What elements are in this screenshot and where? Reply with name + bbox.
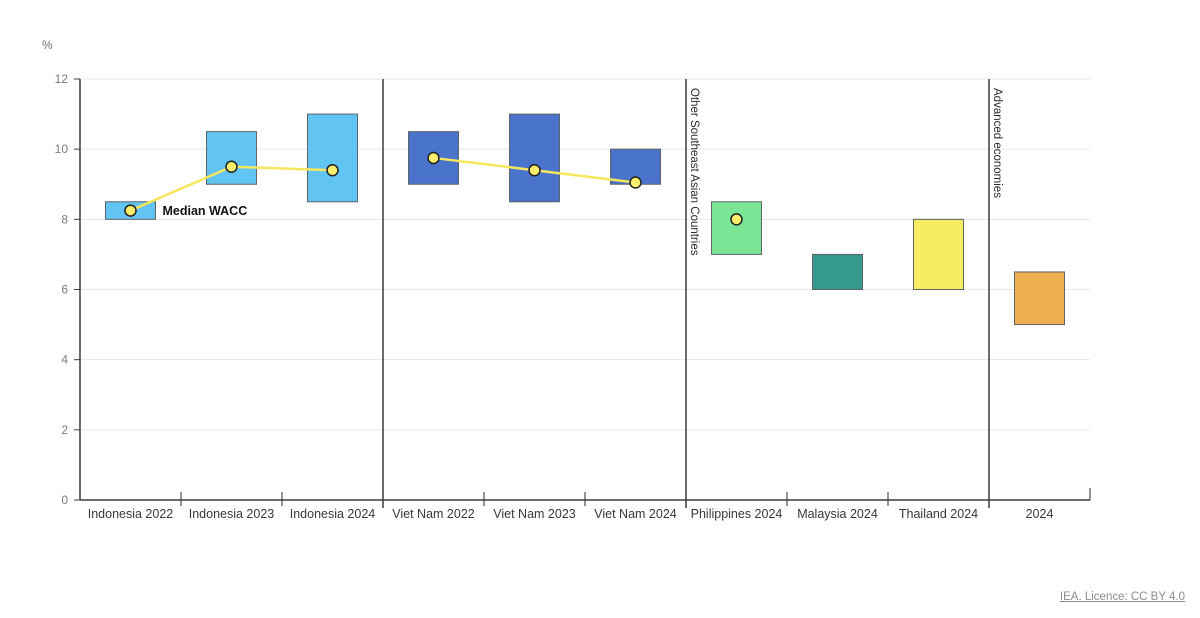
y-tick-label-4: 4	[61, 353, 68, 367]
footer: IEA. Licence: CC BY 4.0	[1060, 591, 1185, 603]
x-label-viet-nam-2024-5: Viet Nam 2024	[594, 507, 677, 521]
y-tick-label-2: 2	[61, 423, 68, 437]
median-dot-indonesia-2024[interactable]	[326, 163, 339, 177]
x-label-indonesia-2023-1: Indonesia 2023	[189, 507, 275, 521]
median-wacc-annotation: Median WACC	[163, 204, 248, 218]
bar-advanced-economies-2024[interactable]	[1014, 271, 1065, 326]
iea-licence-link[interactable]: IEA. Licence: CC BY 4.0	[1059, 591, 1185, 603]
y-axis-unit-label: %	[42, 38, 53, 52]
y-tick-label-6: 6	[61, 283, 68, 297]
median-dot-indonesia-2023[interactable]	[225, 160, 238, 173]
median-dot-viet-nam-2024[interactable]	[629, 176, 642, 189]
y-tick-label-12: 12	[55, 72, 69, 86]
bar-other-southeast-asian-countries-thailand-2024[interactable]	[913, 218, 964, 290]
bar-other-southeast-asian-countries-malaysia-2024[interactable]	[812, 253, 863, 291]
x-label-thailand-2024-8: Thailand 2024	[899, 507, 978, 521]
y-tick-label-10: 10	[55, 142, 69, 156]
x-label-malaysia-2024-7: Malaysia 2024	[797, 507, 878, 521]
group-label-advanced-economies: Advanced economies	[991, 88, 1003, 198]
wacc-range-chart: 0 2 4 6 8 10 12 Other Southeast Asian Countries…	[55, 72, 1091, 521]
x-label-indonesia-2024-2: Indonesia 2024	[290, 507, 376, 521]
median-dot-viet-nam-2022[interactable]	[427, 151, 440, 165]
bar-viet-nam-viet-nam-2023[interactable]	[509, 113, 560, 203]
bar-indonesia-indonesia-2023[interactable]	[206, 131, 257, 185]
x-label-philippines-2024-6: Philippines 2024	[691, 507, 783, 521]
median-dot-viet-nam-2023[interactable]	[528, 163, 541, 177]
bar-other-southeast-asian-countries-philippines-2024[interactable]	[711, 201, 762, 255]
y-tick-label-8: 8	[61, 212, 68, 226]
group-label-other-southeast-asian-countries: Other Southeast Asian Countries	[688, 88, 700, 256]
x-label-viet-nam-2023-4: Viet Nam 2023	[493, 507, 576, 521]
y-tick-label-0: 0	[61, 493, 68, 507]
median-dot-indonesia-2022[interactable]	[124, 204, 137, 217]
median-dot-philippines-2024[interactable]	[730, 213, 743, 226]
bar-indonesia-indonesia-2024[interactable]	[307, 113, 358, 203]
x-label-indonesia-2022-0: Indonesia 2022	[88, 507, 174, 521]
x-label-2024-9: 2024	[1026, 507, 1054, 521]
x-label-viet-nam-2022-3: Viet Nam 2022	[392, 507, 475, 521]
